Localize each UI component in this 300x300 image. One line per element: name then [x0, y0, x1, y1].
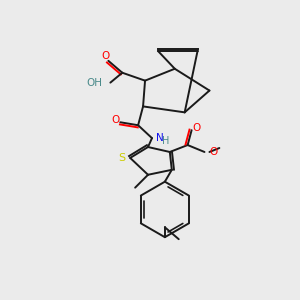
Text: O: O	[111, 115, 119, 125]
Text: O: O	[192, 123, 201, 133]
Text: O: O	[209, 147, 218, 157]
Text: H: H	[162, 136, 169, 146]
Text: O: O	[101, 51, 110, 61]
Text: N: N	[156, 133, 164, 143]
Text: S: S	[119, 153, 126, 163]
Text: OH: OH	[86, 78, 102, 88]
